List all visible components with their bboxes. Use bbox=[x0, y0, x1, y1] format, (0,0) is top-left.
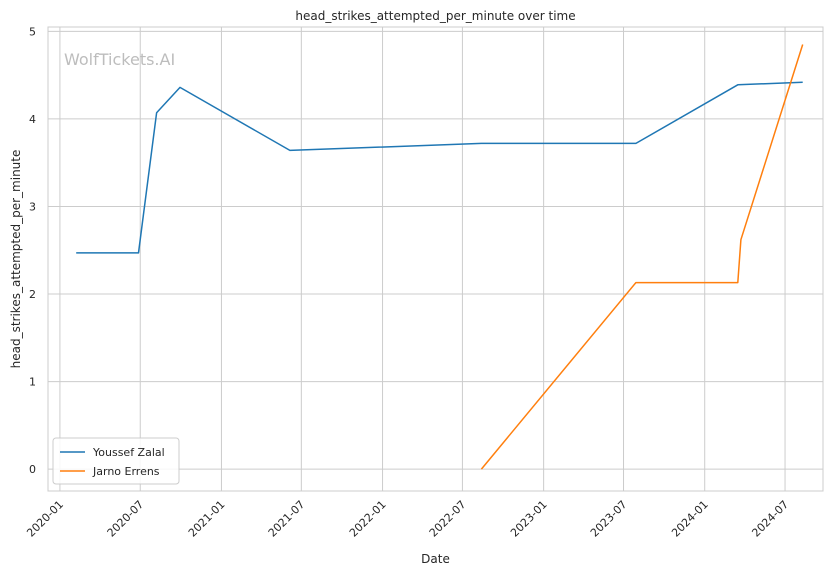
x-tick-label: 2021-01 bbox=[186, 498, 228, 540]
y-tick-label: 1 bbox=[29, 376, 36, 389]
y-tick-label: 4 bbox=[29, 113, 36, 126]
x-tick-label: 2020-07 bbox=[105, 498, 147, 540]
series-lines bbox=[76, 44, 804, 470]
x-axis-ticks: 2020-01 2020-07 2021-01 2021-07 2022-01 2022-… bbox=[24, 498, 791, 540]
watermark-text: WolfTickets.AI bbox=[64, 50, 175, 69]
legend: Youssef Zalal Jarno Errens bbox=[52, 437, 180, 485]
y-tick-label: 2 bbox=[29, 288, 36, 301]
x-tick-label: 2024-01 bbox=[669, 498, 711, 540]
y-axis-ticks: 0 1 2 3 4 5 bbox=[29, 25, 36, 476]
legend-box bbox=[52, 437, 180, 485]
grid bbox=[48, 27, 823, 491]
plot-area-frame bbox=[47, 26, 824, 492]
x-axis-label: Date bbox=[421, 552, 450, 566]
legend-label-jarno-errens: Jarno Errens bbox=[92, 465, 160, 478]
series-line-youssef-zalal bbox=[76, 81, 803, 254]
x-tick-label: 2024-07 bbox=[749, 498, 791, 540]
series-line-jarno-errens bbox=[480, 44, 804, 470]
x-tick-label: 2020-01 bbox=[24, 498, 66, 540]
x-tick-label: 2023-01 bbox=[508, 498, 550, 540]
y-tick-label: 3 bbox=[29, 200, 36, 213]
legend-label-youssef-zalal: Youssef Zalal bbox=[92, 446, 165, 459]
y-tick-label: 0 bbox=[29, 463, 36, 476]
y-axis-label: head_strikes_attempted_per_minute bbox=[9, 150, 23, 369]
y-tick-label: 5 bbox=[29, 25, 36, 38]
x-tick-label: 2022-01 bbox=[347, 498, 389, 540]
chart-title: head_strikes_attempted_per_minute over t… bbox=[295, 9, 575, 23]
x-tick-label: 2021-07 bbox=[266, 498, 308, 540]
x-tick-label: 2023-07 bbox=[588, 498, 630, 540]
x-tick-label: 2022-07 bbox=[427, 498, 469, 540]
